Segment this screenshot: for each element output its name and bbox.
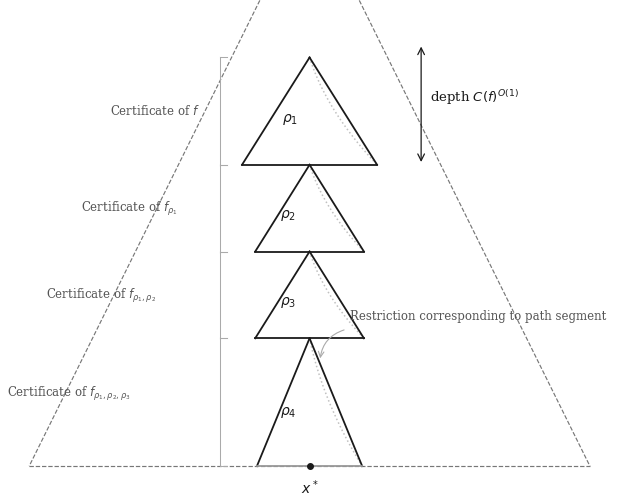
Text: $\rho_2$: $\rho_2$ [280, 207, 296, 222]
Text: Certificate of $f_{\rho_1}$: Certificate of $f_{\rho_1}$ [81, 200, 178, 218]
Text: depth $C(f)^{O(1)}$: depth $C(f)^{O(1)}$ [429, 88, 518, 107]
Text: $\rho_1$: $\rho_1$ [282, 112, 298, 126]
Text: Certificate of $f$: Certificate of $f$ [110, 104, 200, 118]
Text: $x^*$: $x^*$ [301, 477, 318, 496]
Text: $\rho_3$: $\rho_3$ [280, 295, 296, 310]
Text: Certificate of $f_{\rho_1, \rho_2, \rho_3}$: Certificate of $f_{\rho_1, \rho_2, \rho_… [8, 384, 131, 402]
Text: $\rho_4$: $\rho_4$ [280, 404, 296, 419]
Text: Restriction corresponding to path segment: Restriction corresponding to path segmen… [349, 309, 606, 322]
Text: Certificate of $f_{\rho_1, \rho_2}$: Certificate of $f_{\rho_1, \rho_2}$ [45, 287, 156, 304]
